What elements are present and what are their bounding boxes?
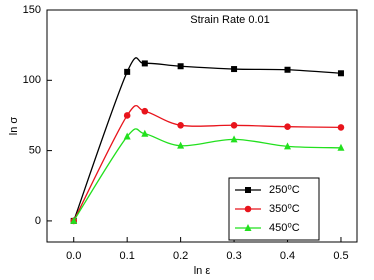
x-tick-label: 0.5 [333, 250, 348, 262]
x-tick-label: 0.4 [280, 250, 295, 262]
marker [123, 112, 131, 119]
marker [337, 143, 345, 151]
marker [177, 141, 185, 149]
x-tick-label: 0.2 [173, 250, 188, 262]
annotation: Strain Rate 0.01 [190, 14, 270, 26]
marker [141, 107, 149, 115]
marker [337, 70, 344, 77]
marker [177, 121, 184, 129]
y-tick-label: 100 [23, 74, 41, 86]
legend-marker [245, 187, 251, 193]
legend-marker [244, 205, 252, 213]
marker [284, 66, 291, 73]
legend-label: 450⁰C [269, 222, 300, 234]
legend-marker [244, 224, 252, 231]
marker [141, 60, 148, 67]
legend-label: 350⁰C [269, 203, 300, 215]
y-axis-label: ln σ [8, 117, 20, 136]
marker [284, 142, 292, 150]
y-tick-label: 150 [23, 4, 41, 16]
x-tick-label: 0.1 [120, 250, 135, 262]
marker [177, 63, 184, 70]
legend-label: 250⁰C [269, 184, 300, 196]
marker [230, 121, 238, 129]
x-tick-label: 0.3 [226, 250, 241, 262]
marker [231, 66, 238, 73]
marker [141, 129, 149, 137]
marker [284, 123, 291, 131]
marker [337, 124, 345, 131]
marker [123, 132, 131, 140]
y-tick-label: 0 [35, 215, 41, 227]
x-axis-label: ln ε [194, 265, 211, 277]
marker [230, 135, 238, 143]
marker [70, 216, 78, 224]
x-tick-label: 0.0 [66, 250, 81, 262]
y-tick-label: 50 [29, 145, 41, 157]
marker [124, 68, 131, 75]
plot-frame [46, 9, 358, 243]
